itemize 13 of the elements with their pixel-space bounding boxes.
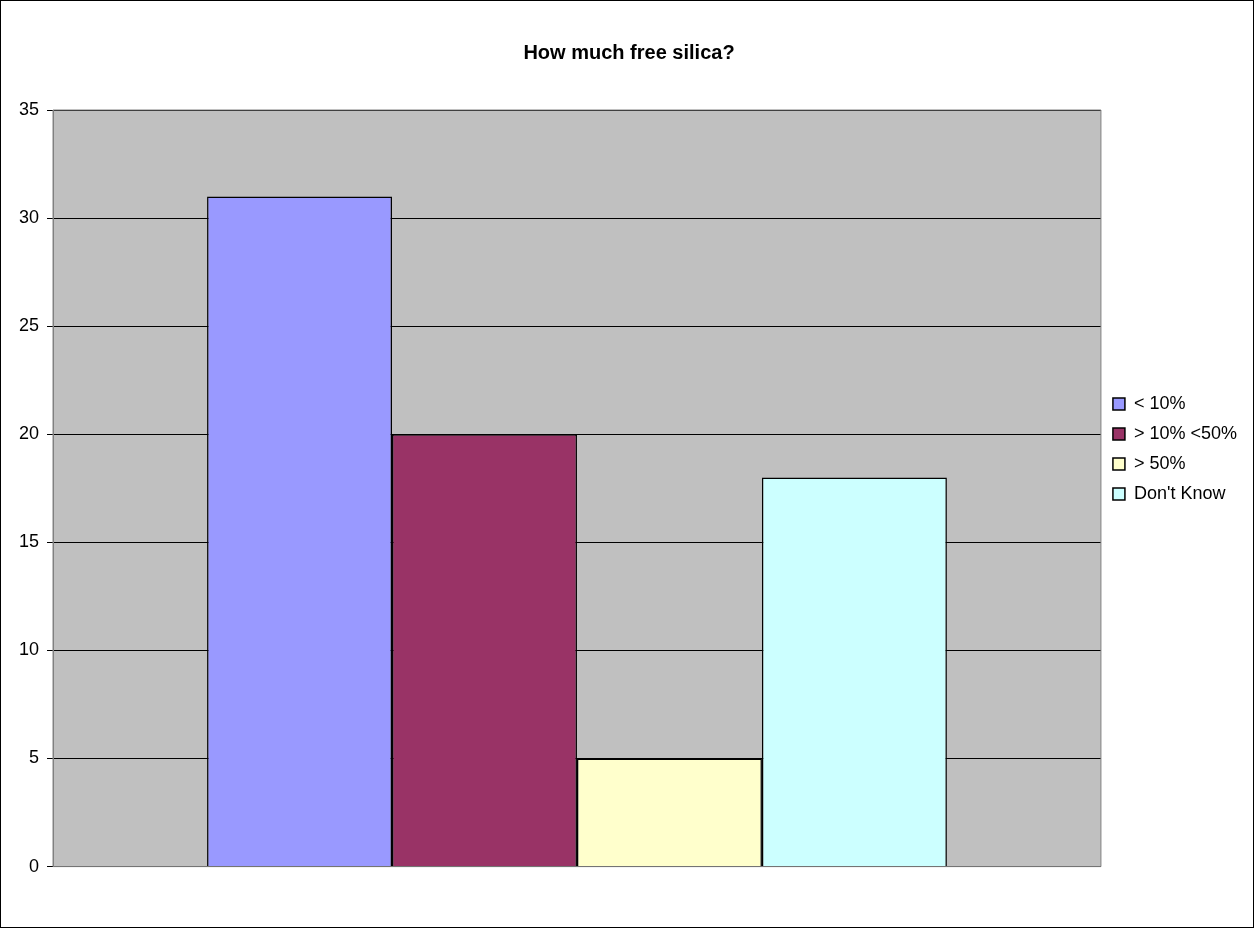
y-tick-label: 15 xyxy=(18,531,40,552)
y-tick-label: 10 xyxy=(18,639,40,660)
legend-label: Don't Know xyxy=(1133,482,1227,503)
y-tick-label: 0 xyxy=(29,855,40,876)
legend-label: > 10% <50% xyxy=(1133,422,1237,443)
chart-title: How much free silica? xyxy=(523,40,735,63)
y-tick-label: 30 xyxy=(18,207,40,228)
y-tick-label: 25 xyxy=(18,315,40,336)
y-tick-label: 35 xyxy=(18,98,40,119)
y-tick-label: 20 xyxy=(18,423,40,444)
legend-label: < 10% xyxy=(1133,392,1186,413)
legend-label: > 50% xyxy=(1133,452,1186,473)
y-tick-label: 5 xyxy=(29,747,40,768)
